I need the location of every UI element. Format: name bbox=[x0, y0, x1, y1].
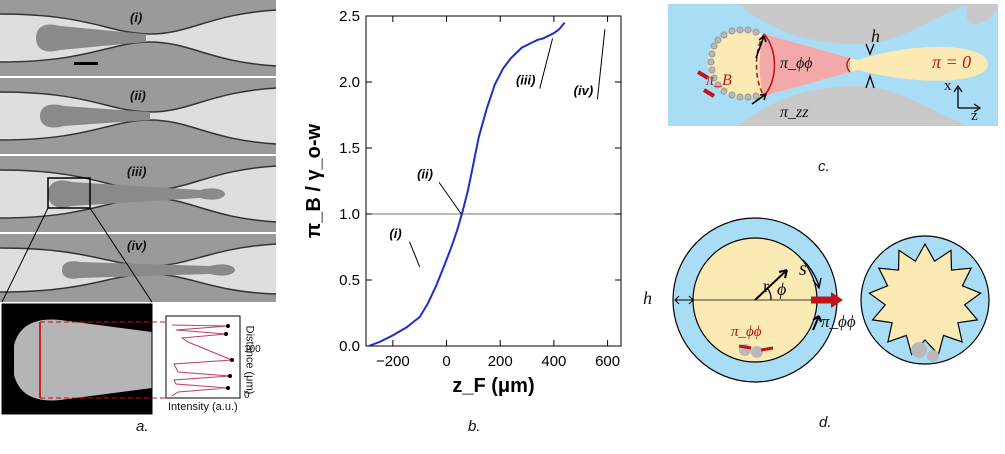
frame-i bbox=[0, 0, 277, 76]
pi-zz-label: π_zz bbox=[780, 104, 809, 121]
panel-label-d: d. bbox=[819, 414, 832, 431]
pi-zero-label: π = 0 bbox=[932, 52, 972, 72]
panel-d-schematic bbox=[672, 217, 990, 383]
chart-pi-b: 0.0 0.5 1.0 1.5 2.0 2.5 −200 0 200 400 600 (i) (ii) (… bbox=[303, 8, 622, 397]
frame-iv bbox=[0, 234, 277, 302]
frame-label-ii: (ii) bbox=[130, 88, 146, 103]
d-phi-label: ϕ bbox=[777, 279, 787, 299]
panel-label-a: a. bbox=[136, 418, 149, 435]
d-h-label: h bbox=[643, 288, 652, 308]
panel-b: 0.0 0.5 1.0 1.5 2.0 2.5 −200 0 200 400 600 (i) (ii) (… bbox=[290, 0, 635, 449]
inset-ylabel: Distance (μm) bbox=[243, 325, 256, 395]
h-label: h bbox=[871, 26, 880, 46]
channel-wall-bottom bbox=[738, 86, 968, 126]
annotation-2: (iii) bbox=[516, 73, 536, 88]
inset-xlabel: Intensity (a.u.) bbox=[168, 401, 238, 413]
x-axis-label: z_F (μm) bbox=[452, 375, 534, 397]
d-r-label: r bbox=[763, 276, 769, 296]
ytick-label-0: 0.0 bbox=[339, 338, 360, 355]
panel-label-b: b. bbox=[468, 418, 481, 435]
annotation-leader-2 bbox=[539, 38, 554, 89]
axis-x-label: x bbox=[944, 78, 952, 94]
xtick-label-2: 200 bbox=[488, 353, 513, 370]
y-axis-label: π_B / γ_o-w bbox=[303, 123, 325, 238]
annotation-leader-0 bbox=[409, 241, 421, 267]
d-pi-phiphi-inner: π_ϕϕ bbox=[731, 324, 762, 340]
buckled-droplet bbox=[868, 242, 982, 356]
annotation-leader-1 bbox=[438, 182, 462, 215]
plot-frame bbox=[365, 15, 622, 347]
panel-c: π_B π_ϕϕ π_zz h π = 0 x z c. bbox=[668, 0, 1003, 180]
xtick-label-1: 0 bbox=[442, 353, 450, 370]
frame-label-i: (i) bbox=[130, 10, 143, 25]
annotation-3: (iv) bbox=[574, 83, 594, 98]
zoom-image bbox=[1, 303, 153, 415]
frame-iii bbox=[0, 156, 277, 232]
panel-d: h r ϕ s π_ϕϕ π_ϕϕ d. bbox=[635, 200, 1005, 449]
necked-region bbox=[759, 34, 850, 96]
cross-section-smooth bbox=[672, 217, 838, 383]
pi-b-label: π_B bbox=[706, 72, 732, 89]
intensity-plot bbox=[165, 315, 241, 399]
cross-section-buckled bbox=[860, 235, 990, 365]
axis-z-label: z bbox=[971, 108, 978, 124]
inset-ytick-0: 0 bbox=[244, 390, 250, 401]
frame-ii bbox=[0, 78, 277, 154]
xtick-label-0: −200 bbox=[376, 353, 410, 370]
xtick-label-4: 600 bbox=[595, 353, 620, 370]
channel-wall-top bbox=[738, 4, 968, 44]
pi-phiphi-label: π_ϕϕ bbox=[780, 55, 813, 72]
series-line bbox=[368, 21, 566, 347]
panel-c-schematic bbox=[668, 4, 998, 126]
frame-label-iv: (iv) bbox=[127, 238, 147, 253]
frame-label-iii: (iii) bbox=[127, 164, 147, 179]
ytick-label-5: 2.5 bbox=[339, 8, 360, 25]
annotation-leader-3 bbox=[596, 29, 606, 100]
panel-label-c: c. bbox=[818, 158, 830, 175]
annotation-0: (i) bbox=[389, 226, 401, 241]
ytick-label-4: 2.0 bbox=[339, 74, 360, 91]
d-pi-phiphi-outer: π_ϕϕ bbox=[821, 312, 856, 331]
panel-a: (i) (ii) (iii) (iv) 100 0 Intensity (a.u… bbox=[0, 0, 280, 449]
ytick-label-1: 0.5 bbox=[339, 272, 360, 289]
ytick-label-3: 1.5 bbox=[339, 140, 360, 157]
ytick-label-2: 1.0 bbox=[339, 206, 360, 223]
annotation-1: (ii) bbox=[417, 166, 433, 181]
d-s-label: s bbox=[799, 258, 807, 280]
xtick-label-3: 400 bbox=[541, 353, 566, 370]
panel-a-micrographs bbox=[0, 0, 277, 415]
inset-ytick-100: 100 bbox=[244, 344, 261, 355]
